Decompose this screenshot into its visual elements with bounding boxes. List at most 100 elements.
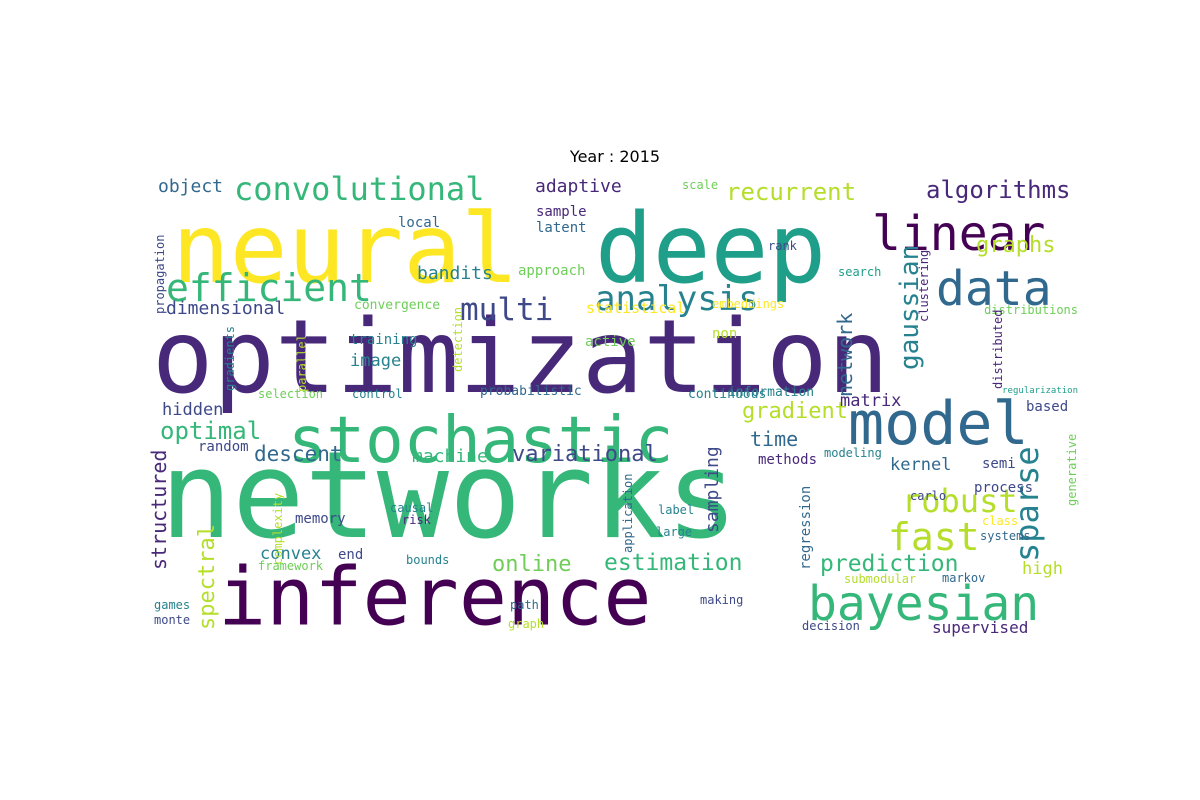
word-information: information: [728, 385, 814, 400]
word-continuous: continuous: [688, 387, 766, 402]
word-active: active: [585, 334, 636, 350]
word-latent: latent: [536, 220, 587, 236]
word-distributions: distributions: [984, 303, 1078, 317]
word-scale: scale: [682, 178, 718, 192]
word-recurrent: recurrent: [726, 178, 856, 206]
word-clustering: clustering: [917, 250, 931, 322]
word-non: non: [712, 326, 737, 342]
word-data: data: [936, 261, 1052, 317]
word-bounds: bounds: [406, 553, 449, 567]
word-monte: monte: [154, 613, 190, 627]
word-class: class: [982, 514, 1018, 528]
word-variational: variational: [512, 442, 658, 467]
word-algorithms: algorithms: [926, 176, 1071, 204]
word-generative: generative: [1065, 434, 1079, 506]
word-network: network: [833, 313, 857, 397]
word-hidden: hidden: [162, 400, 223, 420]
word-gradient: gradient: [742, 399, 848, 424]
word-gradients: gradients: [223, 326, 237, 391]
word-large: large: [656, 525, 692, 539]
word-rank: rank: [768, 239, 798, 253]
word-gaussian: gaussian: [895, 245, 925, 370]
word-systems: systems: [980, 529, 1031, 543]
word-path: path: [510, 598, 539, 612]
word-convergence: convergence: [354, 298, 440, 313]
word-random: random: [198, 439, 249, 455]
word-search: search: [838, 265, 881, 279]
word-end: end: [338, 547, 363, 563]
word-approach: approach: [518, 263, 585, 279]
word-bandits: bandits: [417, 263, 493, 284]
word-complexity: complexity: [271, 493, 285, 565]
word-multi: multi: [460, 292, 553, 328]
word-causal: causal: [390, 501, 433, 515]
word-adaptive: adaptive: [535, 176, 622, 197]
word-submodular: submodular: [844, 572, 916, 586]
word-fast: fast: [888, 515, 980, 559]
word-dimensional: dimensional: [166, 298, 285, 319]
word-deep: deep: [595, 193, 826, 305]
word-structured: structured: [150, 450, 171, 570]
word-optimization: optimization: [152, 298, 889, 417]
word-application: application: [621, 474, 635, 553]
word-estimation: estimation: [604, 550, 742, 576]
word-online: online: [492, 552, 571, 577]
word-object: object: [158, 176, 223, 197]
word-framework: framework: [258, 559, 324, 573]
word-modeling: modeling: [824, 446, 882, 460]
word-propagation: propagation: [153, 235, 167, 314]
word-label: label: [658, 503, 694, 517]
word-analysis: analysis: [595, 279, 759, 319]
word-selection: selection: [258, 387, 323, 401]
word-process: process: [974, 480, 1033, 496]
word-distributed: distributed: [991, 310, 1005, 389]
word-games: games: [154, 598, 190, 612]
word-risk: risk: [402, 513, 432, 527]
word-linear: linear: [872, 206, 1045, 262]
word-sample: sample: [536, 204, 587, 220]
word-statistical: statistical: [586, 299, 685, 317]
word-carlo: carlo: [910, 489, 946, 503]
word-neural: neural: [172, 193, 519, 305]
word-training: training: [350, 332, 417, 348]
word-control: control: [352, 387, 403, 401]
word-local: local: [398, 215, 440, 231]
word-making: making: [700, 593, 743, 607]
word-regularization: regularization: [1002, 386, 1078, 396]
word-semi: semi: [982, 456, 1016, 472]
word-convex: convex: [260, 544, 321, 564]
word-sparse: sparse: [1008, 446, 1046, 562]
word-prediction: prediction: [820, 551, 958, 577]
word-probabilistic: probabilistic: [480, 384, 582, 399]
word-efficient: efficient: [166, 266, 372, 310]
word-embeddings: embeddings: [712, 297, 784, 311]
word-matrix: matrix: [840, 391, 901, 411]
word-inference: inference: [218, 550, 651, 642]
word-graphs: graphs: [976, 233, 1055, 258]
word-image: image: [350, 351, 401, 371]
word-time: time: [750, 427, 798, 451]
word-high: high: [1022, 559, 1063, 579]
word-graph: graph: [508, 617, 544, 631]
word-sampling: sampling: [702, 446, 723, 533]
word-methods: methods: [758, 452, 817, 468]
word-detection: detection: [451, 307, 465, 372]
word-robust: robust: [902, 482, 1018, 520]
word-descent: descent: [254, 442, 343, 466]
word-markov: markov: [942, 571, 985, 585]
word-spectral: spectral: [195, 524, 220, 630]
word-based: based: [1026, 399, 1068, 415]
word-networks: networks: [160, 427, 738, 566]
word-kernel: kernel: [890, 455, 951, 475]
word-stochastic: stochastic: [288, 404, 673, 478]
word-model: model: [848, 389, 1029, 459]
word-optimal: optimal: [160, 417, 261, 445]
word-regression: regression: [798, 486, 814, 570]
word-machine: machine: [412, 446, 488, 467]
word-decision: decision: [802, 619, 860, 633]
word-bayesian: bayesian: [808, 576, 1039, 632]
word-memory: memory: [295, 511, 346, 527]
chart-title: Year : 2015: [569, 147, 661, 166]
word-convolutional: convolutional: [234, 172, 484, 208]
